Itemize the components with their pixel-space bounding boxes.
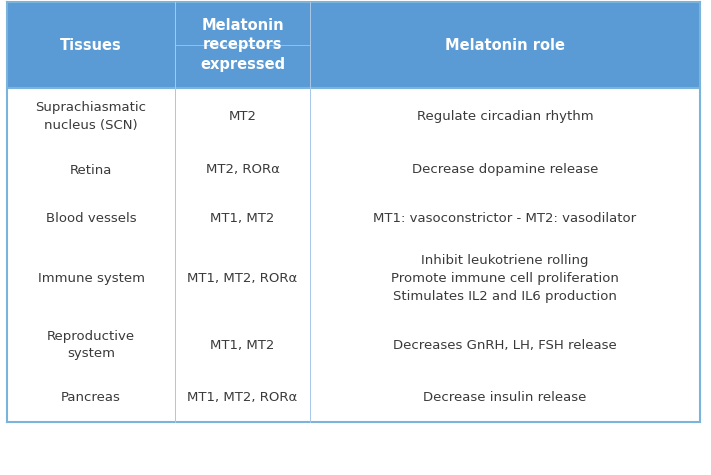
Bar — [7, 88, 700, 145]
Bar — [7, 375, 700, 420]
Text: MT1: vasoconstrictor - MT2: vasodilator: MT1: vasoconstrictor - MT2: vasodilator — [373, 212, 636, 225]
Text: MT1, MT2: MT1, MT2 — [210, 212, 274, 225]
Text: MT1, MT2: MT1, MT2 — [210, 339, 274, 352]
Text: Immune system: Immune system — [38, 272, 144, 285]
Text: MT1, MT2, RORα: MT1, MT2, RORα — [188, 391, 298, 404]
Text: Retina: Retina — [70, 163, 112, 177]
Text: MT1, MT2, RORα: MT1, MT2, RORα — [188, 272, 298, 285]
Text: MT2: MT2 — [228, 110, 257, 123]
Text: Decrease insulin release: Decrease insulin release — [423, 391, 587, 404]
Text: Reproductive
system: Reproductive system — [47, 330, 135, 360]
Text: Inhibit leukotriene rolling
Promote immune cell proliferation
Stimulates IL2 and: Inhibit leukotriene rolling Promote immu… — [391, 254, 619, 303]
Text: Suprachiasmatic
nucleus (SCN): Suprachiasmatic nucleus (SCN) — [36, 102, 146, 132]
Text: Melatonin
receptors
expressed: Melatonin receptors expressed — [200, 19, 285, 72]
Bar — [7, 145, 700, 195]
Bar — [7, 195, 700, 242]
Text: Decrease dopamine release: Decrease dopamine release — [412, 163, 598, 177]
Text: Decreases GnRH, LH, FSH release: Decreases GnRH, LH, FSH release — [393, 339, 617, 352]
Text: MT2, RORα: MT2, RORα — [205, 163, 279, 177]
Text: Regulate circadian rhythm: Regulate circadian rhythm — [417, 110, 593, 123]
Text: Blood vessels: Blood vessels — [46, 212, 137, 225]
Text: Pancreas: Pancreas — [61, 391, 121, 404]
Bar — [7, 2, 700, 88]
Text: Tissues: Tissues — [60, 38, 122, 53]
Bar — [7, 315, 700, 375]
Bar — [7, 242, 700, 315]
Text: Melatonin role: Melatonin role — [445, 38, 565, 53]
